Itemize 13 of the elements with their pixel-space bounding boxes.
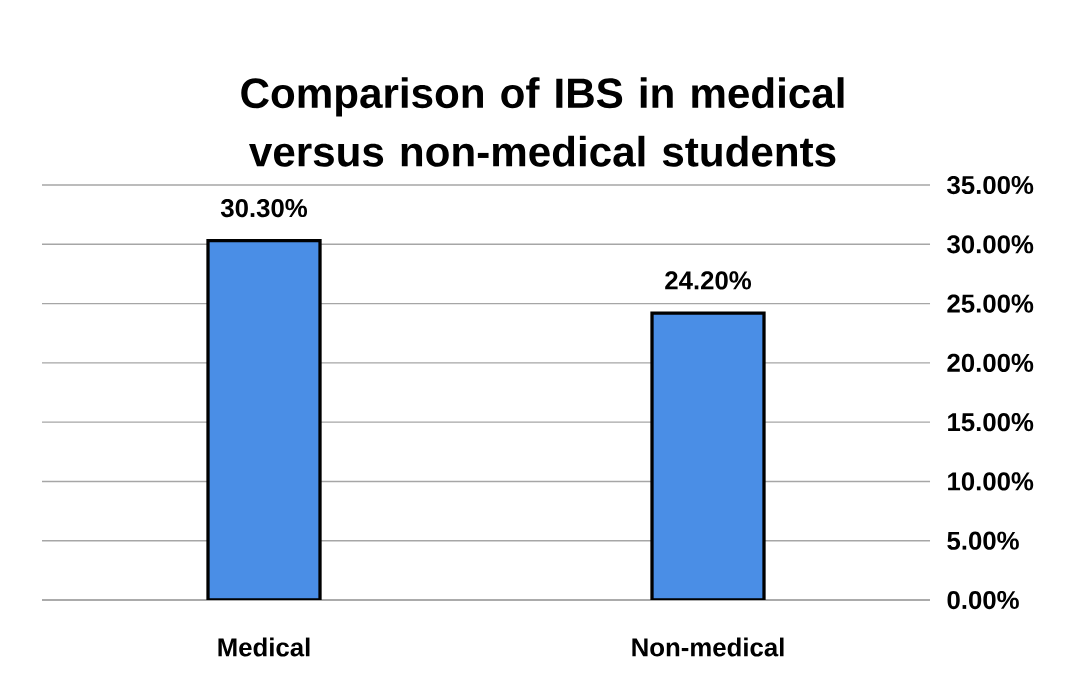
y-tick-label: 25.00% bbox=[947, 294, 1034, 313]
x-tick-label: Medical bbox=[218, 637, 310, 657]
data-label: 24.20% bbox=[665, 271, 752, 290]
y-tick-label: 0.00% bbox=[947, 590, 1019, 610]
y-tick-label: 35.00% bbox=[947, 175, 1034, 195]
y-tick-label: 15.00% bbox=[948, 413, 1034, 432]
y-tick-label: 5.00% bbox=[947, 531, 1019, 550]
y-tick-label: 20.00% bbox=[947, 353, 1034, 372]
data-label: 30.30% bbox=[220, 198, 308, 218]
y-tick-label: 30.00% bbox=[947, 235, 1034, 254]
x-tick-label: Non-medical bbox=[632, 637, 784, 657]
y-tick-label: 10.00% bbox=[948, 472, 1034, 491]
chart-title: Comparison of IBS in medical versus non-medical students bbox=[241, 77, 844, 167]
